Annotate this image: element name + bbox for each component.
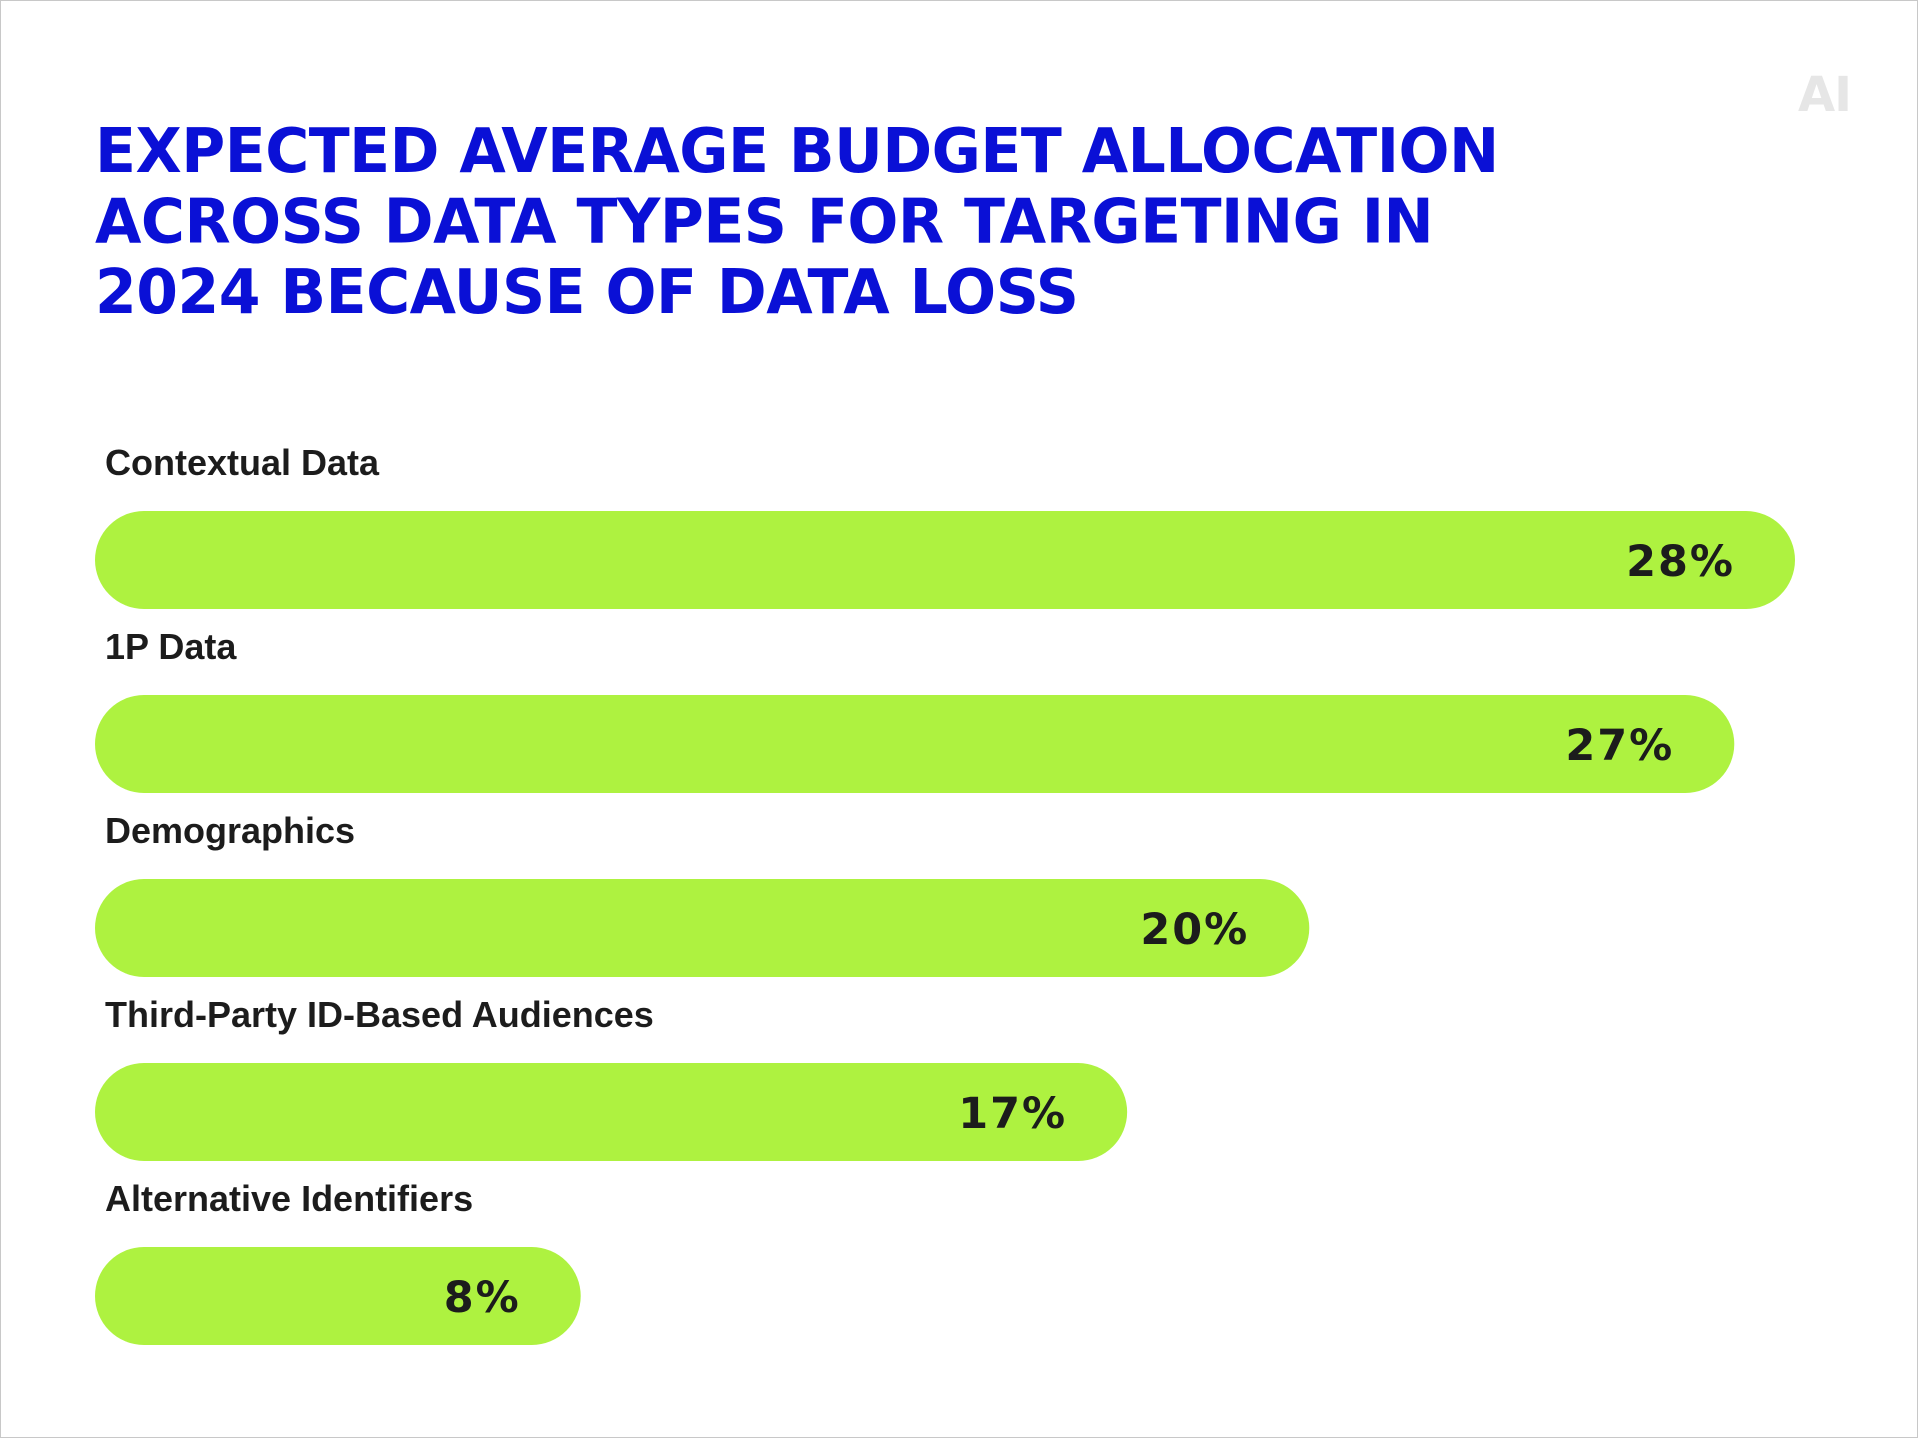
value-label: 20% <box>1140 905 1249 955</box>
category-label: 1P Data <box>105 626 237 667</box>
bar <box>95 511 1795 609</box>
value-label: 28% <box>1626 537 1735 587</box>
bar <box>95 695 1735 793</box>
value-label: 8% <box>444 1273 521 1323</box>
brand-logo: AI <box>1797 67 1852 123</box>
bar <box>95 879 1310 977</box>
value-label: 17% <box>958 1089 1067 1139</box>
category-label: Third-Party ID-Based Audiences <box>105 994 654 1035</box>
category-label: Demographics <box>105 810 355 851</box>
category-label: Alternative Identifiers <box>105 1178 473 1219</box>
category-label: Contextual Data <box>105 442 380 483</box>
chart-title: EXPECTED AVERAGE BUDGET ALLOCATION ACROS… <box>95 115 1499 329</box>
value-label: 27% <box>1565 721 1674 771</box>
bar <box>95 1063 1128 1161</box>
bar <box>95 1247 581 1345</box>
